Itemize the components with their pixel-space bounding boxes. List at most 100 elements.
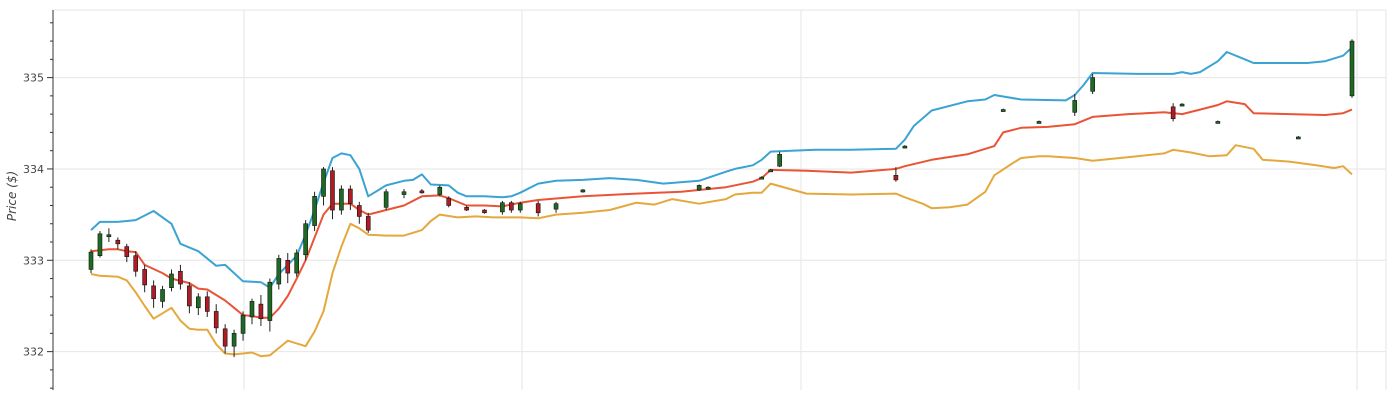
candle-body-up: [696, 185, 702, 191]
candlestick: [187, 282, 192, 314]
candlestick: [1000, 108, 1006, 112]
candlestick: [401, 189, 407, 199]
candle-body-down: [1170, 106, 1176, 120]
candlestick: [768, 168, 773, 173]
candle-body-up: [339, 188, 344, 211]
candle-body-up: [276, 258, 282, 285]
candlestick: [267, 278, 273, 332]
candlestick: [365, 212, 371, 233]
y-axis-title: Price ($): [5, 171, 19, 221]
candlestick: [231, 329, 237, 358]
candle-body-down: [446, 197, 452, 206]
candlestick: [535, 200, 541, 217]
candlestick: [169, 269, 174, 292]
candle-body-up: [249, 301, 255, 318]
candle-body-up: [321, 168, 326, 197]
candlestick: [419, 189, 425, 194]
candle-body-down: [356, 205, 362, 217]
candlestick: [285, 252, 291, 284]
candlestick: [509, 200, 514, 213]
candlestick: [446, 196, 452, 208]
candle-body-up: [401, 191, 407, 195]
candlestick: [142, 264, 147, 293]
candlestick: [339, 185, 344, 215]
x-gridlines: [243, 10, 1358, 390]
candle-body-down: [330, 170, 335, 211]
y-tick-label: 332: [23, 346, 44, 359]
candle-body-up: [240, 314, 246, 334]
candlestick: [482, 209, 487, 214]
candle-body-up: [1000, 109, 1006, 112]
candle-body-up: [303, 223, 308, 256]
candle-body-down: [464, 207, 469, 211]
series-lines: [90, 46, 1353, 358]
candle-body-up: [759, 176, 765, 180]
candlestick: [777, 151, 782, 168]
candle-body-up: [437, 186, 443, 195]
candlestick: [303, 220, 308, 261]
candle-body-down: [258, 303, 264, 320]
candle-body-down: [893, 175, 899, 181]
candle-body-up: [160, 289, 165, 302]
candlestick: [330, 167, 335, 220]
candlestick: [1296, 136, 1301, 140]
candle-body-down: [365, 216, 371, 231]
candlestick: [902, 145, 908, 149]
candlestick: [222, 324, 228, 354]
candle-body-down: [348, 188, 353, 204]
candle-body-up: [705, 186, 711, 190]
candle-body-down: [151, 285, 156, 299]
candlestick: [294, 249, 299, 277]
candlestick: [464, 205, 469, 211]
candle-body-down: [178, 270, 183, 285]
candlestick: [106, 228, 112, 243]
candlestick: [348, 185, 353, 211]
candle-body-up: [1090, 77, 1095, 92]
candle-body-up: [1036, 121, 1042, 124]
candle-body-up: [231, 333, 237, 347]
y-tick-label: 335: [23, 72, 44, 85]
series-line-3: [90, 144, 1353, 358]
candle-body-up: [294, 252, 299, 274]
candle-body-up: [1296, 136, 1301, 140]
candlestick: [1090, 73, 1095, 95]
candle-body-down: [535, 203, 541, 214]
candlestick: [115, 237, 121, 250]
candlestick: [196, 293, 201, 316]
candlestick: [240, 311, 246, 341]
candlestick: [88, 249, 94, 274]
candlestick: [321, 167, 326, 206]
candle-body-up: [1072, 100, 1078, 113]
candle-body-down: [142, 269, 147, 286]
candlestick: [178, 264, 183, 290]
y-tick-label: 333: [23, 254, 44, 267]
candlestick: [97, 231, 103, 258]
candle-body-up: [580, 189, 586, 193]
candlestick: [696, 184, 702, 191]
candlestick: [1036, 120, 1042, 124]
candle-body-down: [482, 209, 487, 214]
candlestick: [1072, 94, 1078, 116]
candle-body-up: [97, 233, 103, 257]
candle-body-up: [1349, 40, 1355, 97]
candlestick: [580, 189, 586, 193]
candle-body-down: [187, 285, 192, 307]
candlestick: [1349, 39, 1355, 98]
series-line-1: [90, 46, 1353, 289]
candle-body-up: [383, 191, 389, 208]
candlestick: [160, 285, 165, 308]
candle-body-down: [133, 255, 139, 272]
candlestick: [276, 254, 282, 290]
candlestick: [124, 243, 130, 263]
candlestick: [1170, 103, 1176, 122]
candle-body-up: [517, 203, 523, 211]
candle-body-up: [106, 234, 112, 238]
candle-body-down: [204, 296, 210, 312]
candlesticks: [88, 39, 1355, 358]
candle-body-up: [777, 154, 782, 167]
candlestick: [1179, 103, 1185, 107]
candle-body-up: [88, 251, 94, 270]
candle-body-up: [196, 296, 201, 309]
candle-body-up: [1179, 103, 1185, 107]
